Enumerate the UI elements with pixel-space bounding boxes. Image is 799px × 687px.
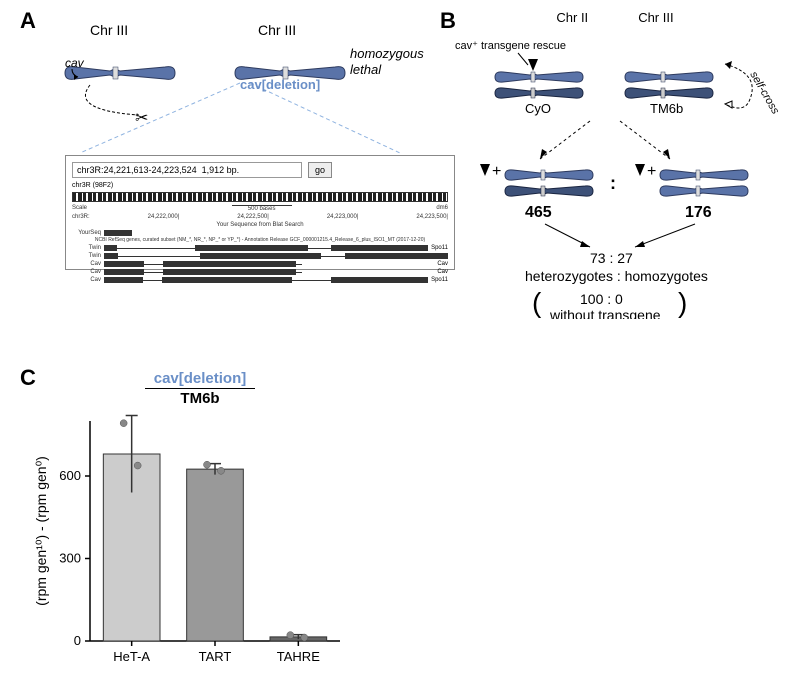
paren-top: 100 : 0 [580, 291, 623, 307]
transgene-triangle-right [635, 164, 645, 176]
count-left: 465 [525, 204, 552, 221]
bar-chart: 0 300 600 (rpm gen¹⁰) - (rpm gen⁰) HeT-A TART… [30, 411, 350, 671]
track-cav-2: Cav Cav [72, 268, 448, 275]
ideogram-label: chr3R (98F2) [72, 182, 448, 189]
chr3-label-right: Chr III [258, 22, 296, 38]
chart-title: cav[deletion] TM6b [30, 370, 370, 407]
refseq-title: NCBI RefSeq genes, curated subset (NM_*,… [72, 237, 448, 243]
rescue-label: cav⁺ transgene rescue [455, 40, 566, 52]
chr3-label-b: Chr III [638, 10, 673, 25]
svg-text:TART: TART [199, 649, 232, 664]
transgene-triangle-icon [528, 59, 538, 71]
scissors-icon: ✂ [135, 110, 148, 127]
paren-left: ( [532, 287, 542, 318]
chr2-label: Chr II [556, 10, 588, 25]
svg-text:0: 0 [74, 633, 81, 648]
track-cav-1: Cav Cav [72, 260, 448, 267]
panel-a-diagram: cav ✂ [30, 25, 430, 155]
paren-bottom: without transgene [549, 307, 661, 319]
ratio-label: heterozygotes : homozygotes [525, 268, 708, 284]
panel-c: cav[deletion] TM6b 0 300 600 (rpm gen¹⁰) - … [30, 370, 370, 671]
cyo-label: CyO [525, 101, 551, 116]
panel-b: Chr II Chr III cav⁺ transgene rescue CyO [450, 10, 780, 324]
paren-right: ) [678, 287, 687, 318]
phenotype-label: homozygouslethal [350, 46, 424, 77]
chr3-label-left: Chr III [90, 22, 128, 38]
svg-text:600: 600 [59, 468, 81, 483]
plus-right: + [647, 163, 656, 180]
coord-row: chr3R: 24,222,000| 24,222,500| 24,223,00… [72, 214, 448, 220]
colon: : [610, 173, 616, 193]
self-cross-label: self-cross [747, 70, 780, 117]
go-button[interactable]: go [308, 162, 332, 178]
panel-b-diagram: cav⁺ transgene rescue CyO TM6b s [450, 29, 780, 319]
plus-left: + [492, 163, 501, 180]
svg-text:HeT-A: HeT-A [113, 649, 150, 664]
ratio-text: 73 : 27 [590, 250, 633, 266]
track-twin-1: Twin Spo11 [72, 244, 448, 251]
track-yourseq: YourSeq [72, 229, 448, 236]
svg-text:300: 300 [59, 551, 81, 566]
deletion-label: cav[deletion] [240, 77, 320, 92]
svg-text:TAHRE: TAHRE [277, 649, 320, 664]
count-right: 176 [685, 204, 712, 221]
yourseq-title: Your Sequence from Blat Search [72, 222, 448, 228]
location-input[interactable] [72, 162, 302, 178]
track-cav-3: Cav Spo11 [72, 276, 448, 283]
scale-row: Scale 500 bases dm6 [72, 205, 448, 212]
tm6b-label: TM6b [650, 101, 683, 116]
track-twin-2: Twin [72, 252, 448, 259]
genome-browser: go chr3R (98F2) Scale 500 bases dm6 chr3… [65, 155, 455, 270]
ideogram [72, 192, 448, 202]
svg-text:(rpm gen¹⁰) - (rpm gen⁰): (rpm gen¹⁰) - (rpm gen⁰) [33, 456, 49, 606]
transgene-triangle-left [480, 164, 490, 176]
cav-label: cav [65, 56, 85, 70]
